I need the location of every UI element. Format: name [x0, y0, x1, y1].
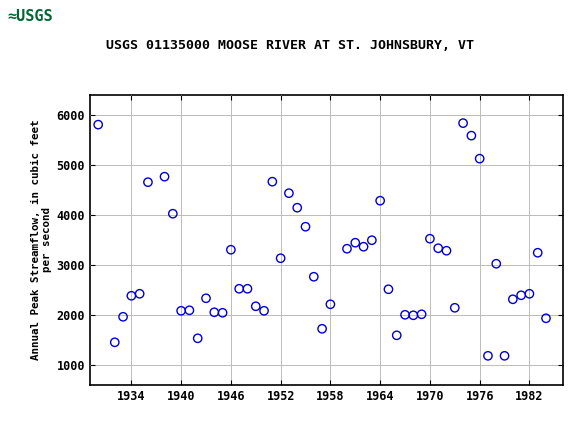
- Point: [301, 223, 310, 230]
- Point: [193, 335, 202, 342]
- Point: [126, 292, 136, 299]
- Point: [541, 315, 550, 322]
- Point: [243, 286, 252, 292]
- Point: [450, 304, 459, 311]
- Point: [259, 307, 269, 314]
- Point: [234, 286, 244, 292]
- Point: [475, 155, 484, 162]
- Point: [93, 121, 103, 128]
- Point: [367, 237, 376, 244]
- Point: [226, 246, 235, 253]
- Point: [168, 210, 177, 217]
- Point: [525, 290, 534, 297]
- Point: [434, 245, 443, 252]
- Point: [118, 313, 128, 320]
- Point: [284, 190, 293, 197]
- Point: [326, 301, 335, 308]
- FancyBboxPatch shape: [3, 2, 78, 34]
- Point: [268, 178, 277, 185]
- Point: [342, 245, 351, 252]
- Point: [185, 307, 194, 314]
- Point: [135, 290, 144, 297]
- Point: [425, 235, 434, 242]
- Point: [508, 296, 517, 303]
- Point: [317, 326, 327, 332]
- Point: [276, 255, 285, 262]
- Point: [483, 353, 492, 359]
- Point: [209, 309, 219, 316]
- Point: [384, 286, 393, 293]
- Point: [359, 243, 368, 250]
- Point: [251, 303, 260, 310]
- Point: [400, 311, 409, 318]
- Point: [110, 339, 119, 346]
- Point: [417, 311, 426, 318]
- Point: [176, 307, 186, 314]
- Point: [517, 292, 526, 299]
- Point: [392, 332, 401, 339]
- Text: ≈USGS: ≈USGS: [7, 9, 53, 25]
- Point: [442, 247, 451, 254]
- Point: [143, 179, 153, 186]
- Point: [458, 120, 467, 126]
- Point: [160, 173, 169, 180]
- Point: [533, 249, 542, 256]
- Point: [309, 273, 318, 280]
- Point: [500, 353, 509, 359]
- Point: [218, 309, 227, 316]
- Point: [375, 197, 385, 204]
- Point: [492, 260, 501, 267]
- Point: [467, 132, 476, 139]
- Point: [292, 204, 302, 211]
- Point: [201, 295, 211, 302]
- Text: USGS 01135000 MOOSE RIVER AT ST. JOHNSBURY, VT: USGS 01135000 MOOSE RIVER AT ST. JOHNSBU…: [106, 39, 474, 52]
- Point: [409, 312, 418, 319]
- Y-axis label: Annual Peak Streamflow, in cubic feet
per second: Annual Peak Streamflow, in cubic feet pe…: [31, 120, 52, 360]
- Point: [351, 239, 360, 246]
